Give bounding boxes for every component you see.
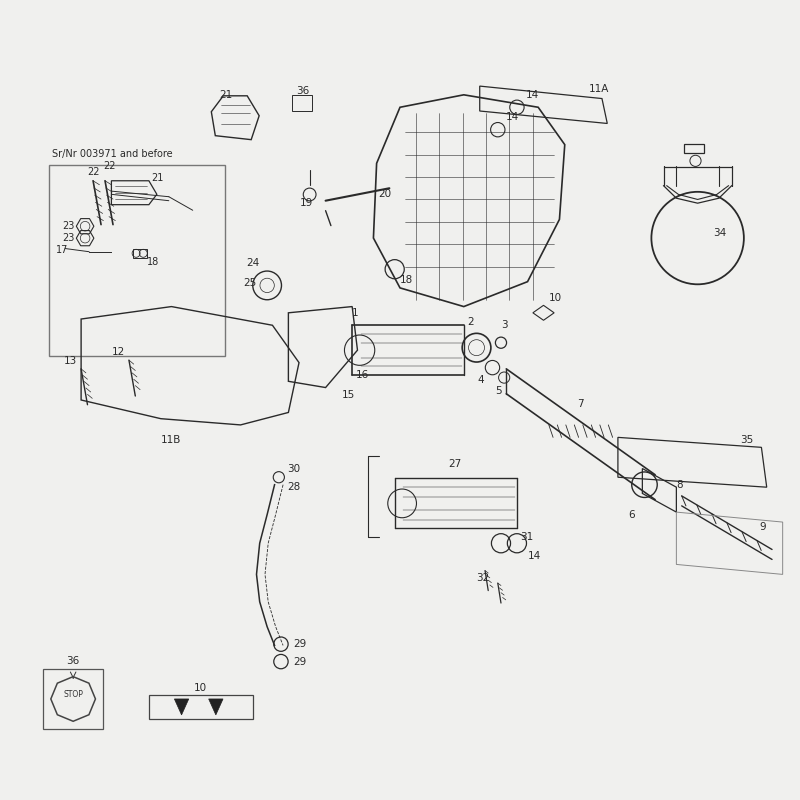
Text: 18: 18 [147,257,159,267]
Text: 34: 34 [714,228,727,238]
Text: 32: 32 [477,573,490,583]
Text: 3: 3 [501,320,508,330]
Text: 6: 6 [629,510,635,520]
Text: 24: 24 [246,258,259,268]
Text: 28: 28 [287,482,301,492]
Text: 9: 9 [759,522,766,532]
Text: 5: 5 [496,386,502,396]
Bar [50,165,225,356]
Bar [291,95,311,111]
Text: 20: 20 [378,190,392,199]
Text: 29: 29 [294,657,307,666]
Text: 8: 8 [676,480,683,490]
Text: 14: 14 [506,112,519,122]
Text: 10: 10 [194,682,207,693]
Text: 19: 19 [300,198,314,208]
Text: 14: 14 [527,550,541,561]
Polygon shape [209,699,223,715]
Text: 23: 23 [62,233,74,243]
Bar [684,144,704,154]
Bar [133,249,147,258]
Text: 18: 18 [400,275,414,286]
Text: 12: 12 [111,347,125,357]
Text: 16: 16 [355,370,369,380]
Text: 31: 31 [520,532,534,542]
Text: 21: 21 [151,174,164,183]
Polygon shape [174,699,189,715]
Text: 22: 22 [103,162,116,171]
Text: 29: 29 [294,639,307,649]
Text: 11A: 11A [590,83,610,94]
Text: 11B: 11B [161,435,182,445]
Bar [149,695,253,719]
Text: 17: 17 [56,245,69,255]
Text: 15: 15 [342,390,354,400]
Text: 21: 21 [219,90,233,100]
Text: 27: 27 [448,458,461,469]
Text: 30: 30 [287,463,301,474]
Text: 2: 2 [467,317,474,326]
Text: 4: 4 [478,375,484,385]
Text: 13: 13 [63,356,77,366]
Text: 7: 7 [578,398,584,409]
Text: 23: 23 [62,222,74,231]
Text: 10: 10 [549,293,562,303]
Text: 14: 14 [526,90,538,100]
Text: STOP: STOP [63,690,83,699]
Text: 36: 36 [66,656,80,666]
Text: Sr/Nr 003971 and before: Sr/Nr 003971 and before [52,150,172,159]
Text: 25: 25 [244,278,257,288]
Text: 35: 35 [740,435,754,445]
Text: 22: 22 [87,167,100,177]
Text: 1: 1 [352,308,358,318]
Bar [43,669,103,730]
Text: 36: 36 [296,86,309,96]
